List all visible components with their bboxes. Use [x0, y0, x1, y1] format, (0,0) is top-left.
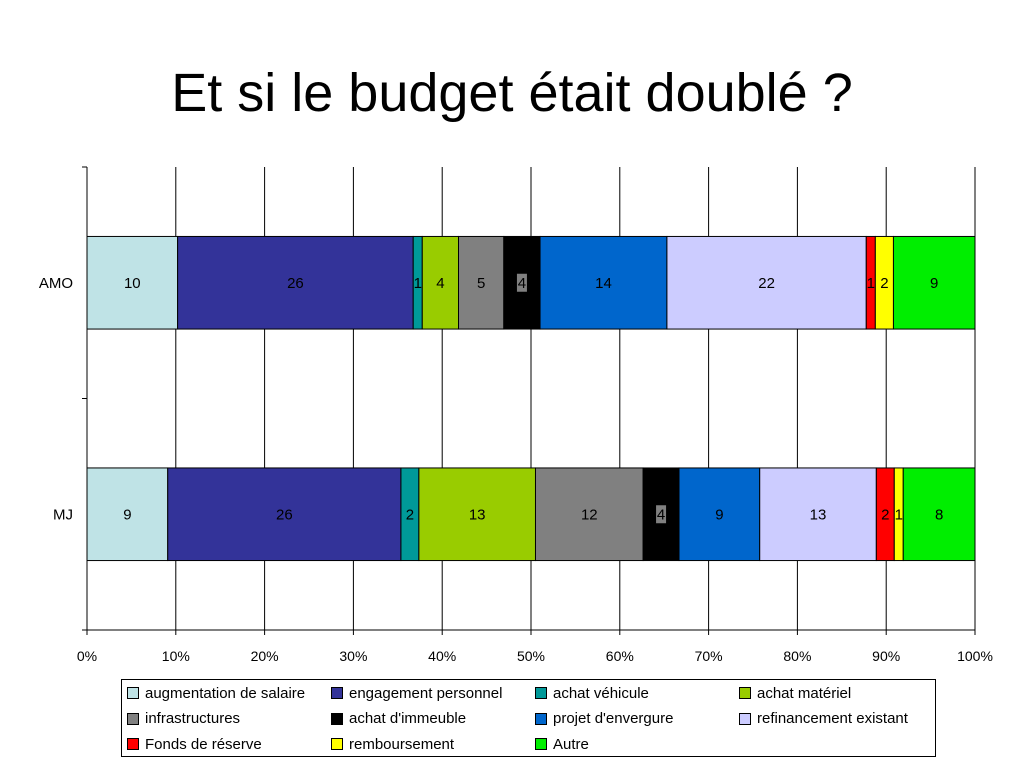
legend-swatch: [127, 687, 139, 699]
legend-item: achat matériel: [739, 683, 851, 703]
legend-item: engagement personnel: [331, 683, 502, 703]
legend-swatch: [739, 687, 751, 699]
legend-swatch: [127, 712, 139, 725]
legend-item: achat d'immeuble: [331, 709, 466, 729]
legend-label: refinancement existant: [757, 710, 908, 727]
stacked-bar-chart: 0% 10% 20% 30% 40% 50% 60% 70% 80% 90% 100% AMO 10 26…: [39, 166, 993, 664]
data-label: 14: [595, 275, 612, 292]
data-label: 4: [518, 275, 526, 292]
legend-label: achat véhicule: [553, 684, 649, 702]
bar-segment: [167, 467, 402, 562]
legend-item: Fonds de réserve: [127, 734, 262, 754]
legend-label: engagement personnel: [349, 684, 503, 702]
legend-item: projet d'envergure: [535, 709, 673, 729]
legend-label: Autre: [553, 735, 589, 753]
bar-segment: [86, 235, 179, 330]
slide-title: Et si le budget était doublé ?: [171, 63, 853, 123]
data-label: 2: [406, 506, 414, 523]
x-tick-label: 60%: [606, 648, 634, 664]
legend-item: remboursement: [331, 734, 454, 754]
x-tick-label: 50%: [517, 648, 545, 664]
data-label: 4: [436, 275, 444, 292]
data-label: 26: [287, 275, 304, 292]
data-label: 9: [930, 275, 938, 292]
data-label: 2: [880, 275, 888, 292]
data-label: 26: [276, 506, 293, 523]
data-label: 13: [469, 506, 486, 523]
x-tick-label: 100%: [957, 648, 993, 664]
legend-swatch: [127, 738, 139, 750]
bar-segment: [86, 467, 169, 562]
bar-segment: [666, 235, 867, 330]
bar-segment: [892, 235, 976, 330]
data-label: 1: [867, 275, 875, 292]
x-tick-label: 80%: [783, 648, 811, 664]
data-label: 22: [758, 275, 775, 292]
data-label: 9: [715, 506, 723, 523]
y-category-label: MJ: [53, 506, 73, 523]
data-label: 5: [477, 275, 485, 292]
legend-item: infrastructures: [127, 709, 240, 729]
y-category-label: AMO: [39, 275, 73, 292]
chart-legend: augmentation de salaire engagement person…: [121, 679, 936, 757]
bar-segment: [534, 467, 644, 562]
data-label: 4: [657, 506, 665, 523]
x-tick-label: 20%: [251, 648, 279, 664]
x-tick-label: 0%: [77, 648, 97, 664]
data-label: 9: [123, 506, 131, 523]
legend-label: augmentation de salaire: [145, 684, 306, 702]
legend-item: Autre: [535, 734, 589, 754]
data-label: 13: [810, 506, 827, 523]
data-label-background: [656, 505, 667, 524]
legend-label: achat matériel: [757, 684, 852, 702]
legend-item: augmentation de salaire: [127, 683, 305, 703]
legend-swatch: [331, 712, 343, 725]
legend-label: remboursement: [349, 735, 455, 753]
legend-swatch: [535, 712, 547, 725]
legend-label: projet d'envergure: [553, 710, 674, 727]
legend-label: achat d'immeuble: [349, 710, 467, 727]
legend-item: refinancement existant: [739, 709, 908, 729]
legend-swatch: [535, 738, 547, 750]
x-tick-label: 90%: [872, 648, 900, 664]
data-label: 1: [414, 275, 422, 292]
bar-segment: [458, 235, 505, 330]
legend-swatch: [739, 712, 751, 725]
legend-swatch: [535, 687, 547, 699]
bar-segment: [418, 467, 536, 562]
bar-segment: [421, 235, 460, 330]
legend-item: achat véhicule: [535, 683, 649, 703]
bar-segment: [678, 467, 761, 562]
data-label: 12: [581, 506, 598, 523]
legend-swatch: [331, 687, 343, 699]
data-label-background: [516, 273, 527, 292]
bar-segment: [902, 467, 976, 562]
x-tick-label: 30%: [339, 648, 367, 664]
data-label: 2: [881, 506, 889, 523]
x-tick-label: 40%: [428, 648, 456, 664]
x-tick-label: 70%: [695, 648, 723, 664]
legend-swatch: [331, 738, 343, 750]
data-label: 10: [124, 275, 141, 292]
data-label: 1: [895, 506, 903, 523]
x-tick-label: 10%: [162, 648, 190, 664]
bar-segment: [177, 235, 414, 330]
data-label: 8: [935, 506, 943, 523]
legend-label: infrastructures: [145, 710, 241, 727]
legend-label: Fonds de réserve: [145, 735, 262, 753]
